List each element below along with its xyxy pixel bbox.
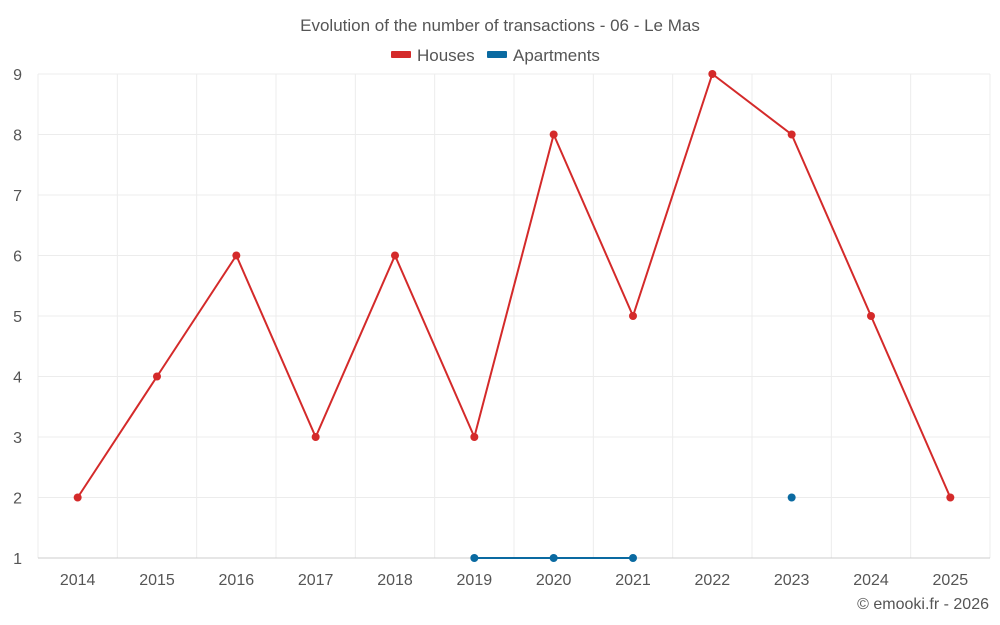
x-tick-label: 2015 (139, 572, 175, 589)
grid (37, 73, 991, 559)
y-tick-label: 3 (13, 430, 22, 447)
legend-item-apartments[interactable]: Apartments (487, 46, 600, 65)
x-tick-label: 2018 (377, 572, 413, 589)
credit-text: © emooki.fr - 2026 (857, 596, 989, 613)
series-houses (73, 70, 955, 502)
data-point[interactable] (946, 493, 955, 502)
x-tick-label: 2025 (933, 572, 969, 589)
x-tick-label: 2021 (615, 572, 651, 589)
y-axis: 1 2 3 4 5 6 7 8 9 (13, 67, 22, 568)
data-point[interactable] (787, 493, 796, 502)
y-tick-label: 7 (13, 188, 22, 205)
x-tick-label: 2020 (536, 572, 572, 589)
data-point[interactable] (549, 130, 558, 139)
legend-label: Apartments (513, 46, 600, 65)
y-tick-label: 1 (13, 551, 22, 568)
x-tick-label: 2024 (853, 572, 889, 589)
data-point[interactable] (787, 130, 796, 139)
data-point[interactable] (470, 554, 479, 562)
x-tick-label: 2023 (774, 572, 810, 589)
data-point[interactable] (629, 554, 637, 562)
legend-swatch (487, 51, 507, 58)
legend-label: Houses (417, 46, 475, 65)
data-point[interactable] (153, 372, 161, 381)
data-point[interactable] (470, 433, 479, 441)
legend-item-houses[interactable]: Houses (391, 46, 475, 65)
x-tick-label: 2022 (695, 572, 731, 589)
x-tick-label: 2017 (298, 572, 334, 589)
legend-swatch (391, 51, 411, 58)
data-point[interactable] (867, 312, 875, 320)
y-tick-label: 2 (13, 491, 22, 508)
data-point[interactable] (232, 251, 241, 260)
y-tick-label: 9 (13, 67, 22, 84)
data-point[interactable] (708, 70, 717, 78)
data-point[interactable] (391, 251, 399, 260)
data-point[interactable] (311, 433, 320, 441)
x-tick-label: 2016 (219, 572, 255, 589)
series-line (76, 72, 952, 499)
data-point[interactable] (549, 554, 558, 562)
legend[interactable]: Houses Apartments (391, 46, 600, 65)
series-group (73, 70, 955, 562)
y-tick-label: 6 (13, 249, 22, 266)
y-tick-label: 8 (13, 128, 22, 145)
y-tick-label: 4 (13, 370, 22, 387)
data-point[interactable] (629, 312, 637, 320)
y-tick-label: 5 (13, 309, 22, 326)
x-tick-label: 2019 (457, 572, 493, 589)
data-point[interactable] (73, 493, 82, 502)
x-axis: 2014 2015 2016 2017 2018 2019 2020 2021 2022 2023… (60, 572, 968, 589)
series-apartments (470, 493, 796, 562)
chart-title: Evolution of the number of transactions … (300, 16, 700, 35)
x-tick-label: 2014 (60, 572, 96, 589)
